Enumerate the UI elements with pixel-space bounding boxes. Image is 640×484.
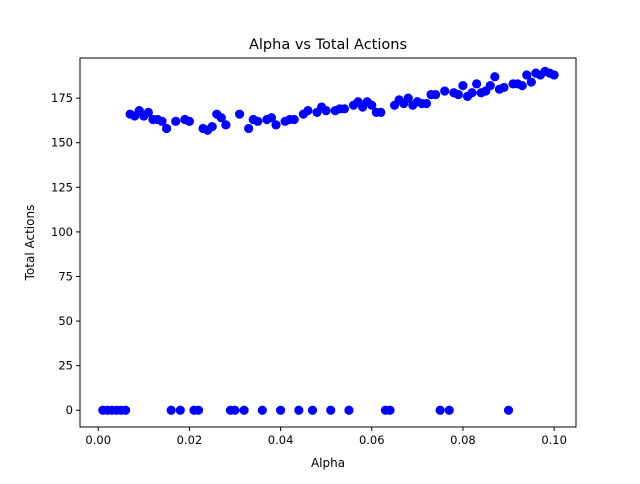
data-point [339,104,350,114]
y-tick-label: 25 [58,359,73,373]
data-point [321,106,331,116]
data-point [257,405,267,415]
data-point [230,405,240,415]
data-point [526,77,536,87]
data-point [253,116,263,126]
x-tick-label: 0.04 [268,433,294,447]
data-point [184,116,195,126]
data-point [216,113,226,123]
y-tick-label: 0 [66,403,73,417]
data-point [221,120,231,130]
y-tick-label: 75 [58,269,73,283]
data-point [275,405,286,415]
data-point [344,405,354,415]
data-point [166,405,176,415]
data-point [193,405,204,415]
data-point [421,98,432,109]
data-point [266,113,277,123]
data-point [244,123,254,134]
data-point [175,405,185,415]
data-point [549,70,559,80]
data-point [376,107,386,117]
chart-title: Alpha vs Total Actions [249,37,407,53]
x-tick-label: 0.10 [541,433,567,447]
data-points [98,66,559,415]
data-point [294,405,304,415]
data-point [162,123,172,134]
data-point [472,79,482,89]
data-point [467,88,477,98]
y-tick-label: 125 [51,180,73,194]
data-point [157,116,167,126]
data-point [453,89,463,100]
data-point [326,405,336,415]
data-point [499,82,509,93]
data-point [289,114,299,125]
y-tick-label: 100 [51,225,73,239]
data-point [403,93,413,103]
x-tick-label: 0.00 [85,433,111,447]
axes-frame [79,57,577,428]
data-point [385,405,395,415]
y-axis-label: Total Actions [23,205,37,282]
x-tick-label: 0.06 [359,433,385,447]
data-point [503,405,514,415]
data-point [207,122,217,132]
y-tick-label: 150 [51,136,73,150]
data-point [458,81,468,91]
data-point [239,405,249,415]
y-axis-ticks: 0 25 50 75 100 125 150 175 [51,91,80,417]
data-point [307,405,318,415]
y-tick-label: 175 [51,91,73,105]
data-point [143,107,153,117]
data-point [440,86,450,96]
data-point [485,81,495,91]
data-point [517,81,527,91]
data-point [444,405,454,415]
data-point [271,120,281,130]
data-point [234,109,245,119]
x-tick-label: 0.02 [177,433,203,447]
data-point [435,405,445,415]
data-point [430,89,441,100]
y-tick-label: 50 [58,314,73,328]
data-point [522,70,532,80]
x-axis-label: Alpha [311,456,345,470]
data-point [120,405,131,415]
data-point [171,116,181,126]
data-point [490,72,500,82]
x-axis-ticks: 0.00 0.02 0.04 0.06 0.08 0.10 [85,427,567,447]
data-point [303,106,313,116]
x-tick-label: 0.08 [450,433,476,447]
data-point [367,100,377,110]
